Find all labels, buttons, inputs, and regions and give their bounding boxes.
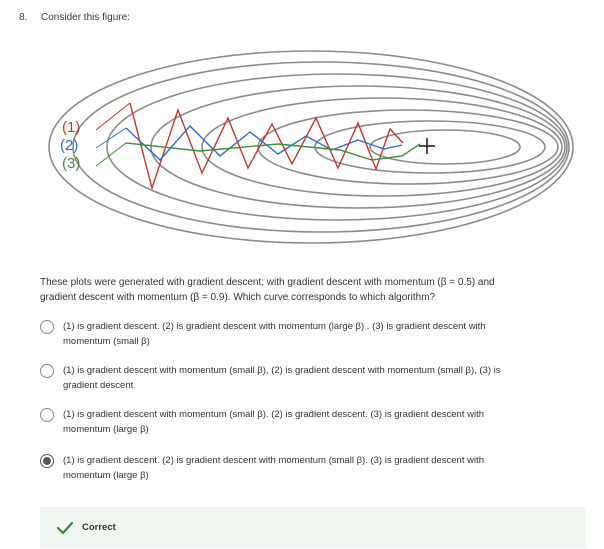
contour-ellipse-2 [72, 61, 570, 233]
contour-ellipse-4 [150, 85, 566, 209]
option-3-text: (1) is gradient descent with momentum (s… [63, 407, 484, 437]
feedback-label: Correct [82, 522, 116, 533]
option-4-line-1: (1) is gradient descent. (2) is gradient… [63, 455, 484, 466]
option-1-text: (1) is gradient descent. (2) is gradient… [63, 319, 486, 349]
contour-ellipse-6 [257, 109, 559, 185]
curve-labels: (1) (2) (3) [60, 102, 131, 172]
answer-option-3[interactable]: (1) is gradient descent with momentum (s… [40, 407, 580, 437]
contour-ellipse-3 [106, 73, 568, 221]
curve-label-1: (1) [62, 119, 80, 136]
label-2-leader [95, 127, 127, 149]
curve-label-3: (3) [62, 155, 80, 172]
crosshair-icon [419, 138, 435, 154]
radio-button-option-4-selected[interactable] [40, 454, 54, 468]
radio-button-option-3[interactable] [40, 408, 54, 422]
contour-plot: (1) (2) (3) [48, 50, 574, 244]
question-prompt: Consider this figure: [41, 12, 130, 23]
answer-option-2[interactable]: (1) is gradient descent with momentum (s… [40, 363, 580, 393]
checkmark-icon [56, 521, 74, 534]
contour-ellipse-7 [314, 120, 546, 174]
option-1-line-1: (1) is gradient descent. (2) is gradient… [63, 321, 486, 332]
option-2-line-1: (1) is gradient descent with momentum (s… [63, 365, 501, 376]
curve-label-2: (2) [60, 137, 78, 154]
curve-2-momentum-small [125, 124, 403, 162]
question-body-line-1: These plots were generated with gradient… [40, 277, 495, 288]
contour-ellipses [48, 50, 574, 244]
option-1-line-2: momentum (small β) [63, 336, 150, 347]
curve-3-momentum-large [125, 142, 421, 161]
label-3-leader [95, 142, 127, 167]
question-body: These plots were generated with gradient… [40, 275, 580, 305]
option-4-text: (1) is gradient descent. (2) is gradient… [63, 453, 484, 483]
contour-ellipse-8 [369, 129, 521, 165]
option-2-line-2: gradient descent [63, 380, 134, 391]
option-3-line-1: (1) is gradient descent with momentum (s… [63, 409, 484, 420]
question-number: 8. [19, 12, 28, 23]
radio-button-option-2[interactable] [40, 364, 54, 378]
answer-option-1[interactable]: (1) is gradient descent. (2) is gradient… [40, 319, 580, 349]
feedback-banner: Correct [40, 507, 586, 548]
contour-ellipse-5 [201, 97, 563, 197]
option-4-line-2: momentum (large β) [63, 470, 149, 481]
label-1-leader [95, 102, 131, 131]
question-body-line-2: gradient descent with momentum (β = 0.9)… [40, 292, 436, 303]
contour-ellipse-1 [48, 50, 574, 244]
option-2-text: (1) is gradient descent with momentum (s… [63, 363, 501, 393]
radio-button-option-1[interactable] [40, 320, 54, 334]
contour-figure: (1) (2) (3) [40, 48, 585, 248]
option-3-line-2: momentum (large β) [63, 424, 149, 435]
answer-option-4[interactable]: (1) is gradient descent. (2) is gradient… [40, 453, 580, 483]
